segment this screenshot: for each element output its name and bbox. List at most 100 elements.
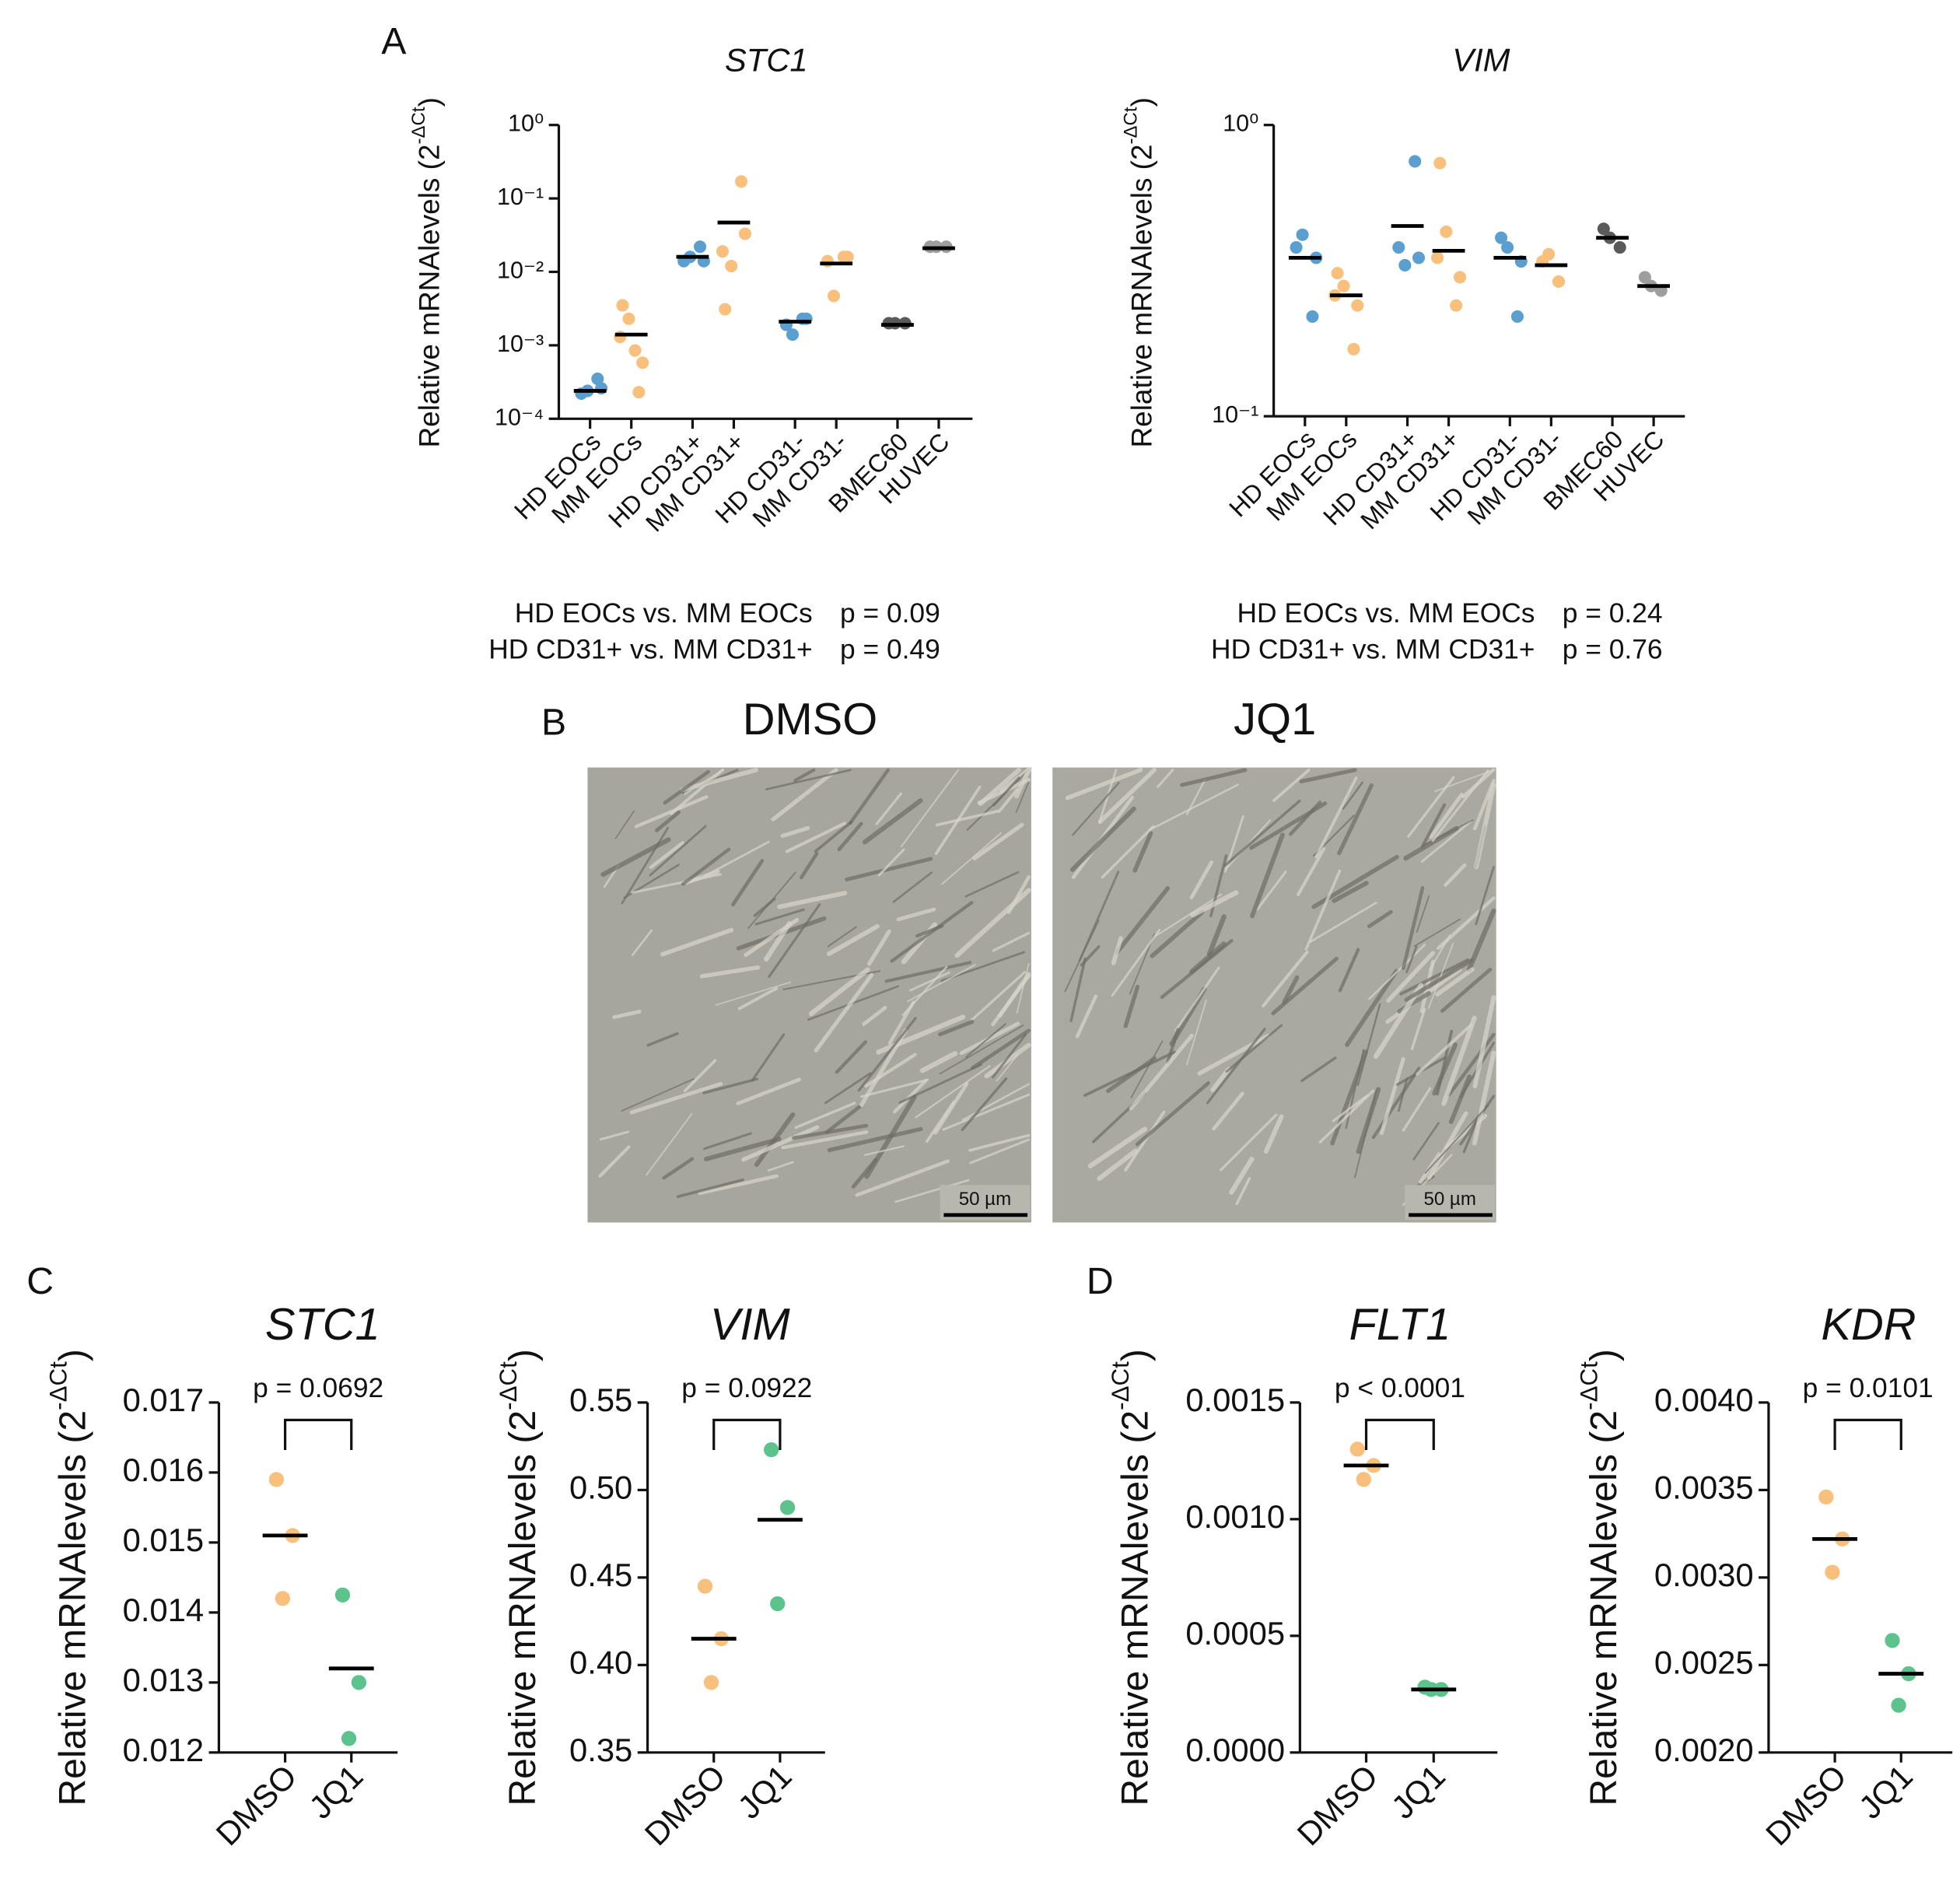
cell-streak <box>767 1161 794 1172</box>
y-axis-label-end: ) <box>1114 1349 1156 1361</box>
cell-streak <box>1197 1033 1271 1076</box>
cell-streak <box>649 825 707 877</box>
cell-streak <box>703 1137 782 1161</box>
cell-streak <box>1069 806 1136 872</box>
cell-streak <box>1180 768 1248 787</box>
cell-streak <box>646 1032 679 1047</box>
y-axis-label: Relative mRNAlevels (2-ΔCt) <box>408 97 445 447</box>
data-point <box>351 1675 367 1690</box>
cell-streak <box>780 825 810 839</box>
data-point <box>1433 156 1447 170</box>
cell-streak <box>663 769 710 805</box>
cell-streak <box>907 964 976 1003</box>
data-point <box>632 386 646 399</box>
cell-streak <box>1473 783 1496 870</box>
cell-streak <box>1299 768 1357 784</box>
data-point <box>786 328 800 342</box>
data-point <box>1891 1697 1906 1713</box>
cell-streak <box>1379 1056 1405 1136</box>
cell-streak <box>1064 919 1100 993</box>
cell-streak <box>919 1051 958 1074</box>
cell-streak <box>1186 999 1207 1066</box>
cell-streak <box>934 785 982 856</box>
cell-streak <box>1135 1081 1210 1147</box>
cell-streak <box>1332 1095 1369 1123</box>
data-point <box>1552 275 1566 288</box>
data-point <box>1331 267 1344 280</box>
cell-streak <box>1189 860 1214 900</box>
cell-streak <box>681 847 731 886</box>
comparison-label: HD CD31+ vs. MM CD31+ <box>1211 635 1535 665</box>
cell-streak <box>909 971 950 992</box>
y-tick-label: 10⁻¹ <box>497 184 544 210</box>
cell-streak <box>800 852 819 880</box>
y-axis-label-main: Relative mRNAlevels (2 <box>1125 144 1157 447</box>
cell-streak <box>959 1021 1020 1056</box>
cell-streak <box>1444 863 1467 888</box>
cell-streak <box>1354 1089 1377 1179</box>
cell-streak <box>1166 1028 1180 1064</box>
data-point <box>719 303 732 316</box>
cell-streak <box>1106 1056 1157 1093</box>
cell-streak <box>1210 1067 1231 1092</box>
cell-streak <box>598 1145 631 1178</box>
cell-streak <box>1371 1067 1421 1140</box>
chart-title: KDR <box>1821 1300 1916 1350</box>
p-value: p < 0.0001 <box>1335 1373 1465 1403</box>
y-axis-label-end: ) <box>1583 1349 1625 1361</box>
data-point <box>779 1500 796 1515</box>
y-tick-label: 0.55 <box>569 1382 632 1418</box>
y-tick-label: 0.0010 <box>1185 1498 1285 1535</box>
cell-streak <box>1212 1091 1244 1131</box>
cell-streak <box>702 1077 759 1095</box>
cell-streak <box>1475 866 1495 926</box>
cell-streak <box>1426 1111 1468 1180</box>
data-point <box>1409 155 1422 168</box>
y-axis-label-main: Relative mRNAlevels (2 <box>51 1410 93 1806</box>
cell-streak <box>715 981 792 1006</box>
cell-streak <box>655 810 681 832</box>
cell-streak <box>1075 994 1098 1039</box>
data-point <box>628 344 642 357</box>
cell-streak <box>676 1178 744 1199</box>
significance-bracket <box>1364 1418 1435 1450</box>
y-axis-label: Relative mRNAlevels (2-ΔCt) <box>1107 1349 1156 1806</box>
cell-streak <box>997 788 1019 813</box>
cell-streak <box>731 859 765 907</box>
micrograph-title: JQ1 <box>1234 695 1316 744</box>
cell-streak <box>1132 831 1153 873</box>
data-point <box>1597 222 1610 236</box>
cell-streak <box>698 1174 779 1196</box>
cell-streak <box>855 1159 950 1197</box>
cell-streak <box>859 1028 908 1108</box>
scale-bar: 50 µm <box>940 1185 1031 1221</box>
cell-streak <box>1437 896 1496 951</box>
y-axis-label-sup: -ΔCt <box>1107 1361 1134 1410</box>
cell-streak <box>1412 1122 1440 1161</box>
y-axis-label-main: Relative mRNAlevels (2 <box>413 144 445 447</box>
cell-streak <box>1111 928 1161 997</box>
cell-streak <box>827 926 857 948</box>
cell-streak <box>1386 951 1436 1004</box>
cell-streak <box>660 927 734 957</box>
cell-streak <box>1272 768 1311 802</box>
cell-streak <box>1424 1105 1489 1174</box>
cell-streak <box>972 822 1024 861</box>
cell-streak <box>1206 914 1227 957</box>
y-axis-label-end: ) <box>413 97 445 107</box>
cell-streak <box>1427 942 1454 1010</box>
cell-streak <box>1111 936 1123 965</box>
data-point <box>735 175 748 188</box>
cell-streak <box>1431 769 1489 842</box>
data-point <box>1290 240 1303 254</box>
cell-streak <box>964 871 1020 898</box>
y-tick-label: 0.016 <box>123 1452 205 1488</box>
cell-streak <box>1069 957 1087 1022</box>
cell-streak <box>794 1102 856 1130</box>
cell-streak <box>1174 966 1220 1032</box>
y-axis-label-sup: -ΔCt <box>495 1361 522 1410</box>
cell-streak <box>754 908 805 926</box>
panel-letter: D <box>1087 1260 1114 1302</box>
cell-streak <box>1472 1050 1496 1146</box>
cell-streak <box>1190 890 1239 918</box>
